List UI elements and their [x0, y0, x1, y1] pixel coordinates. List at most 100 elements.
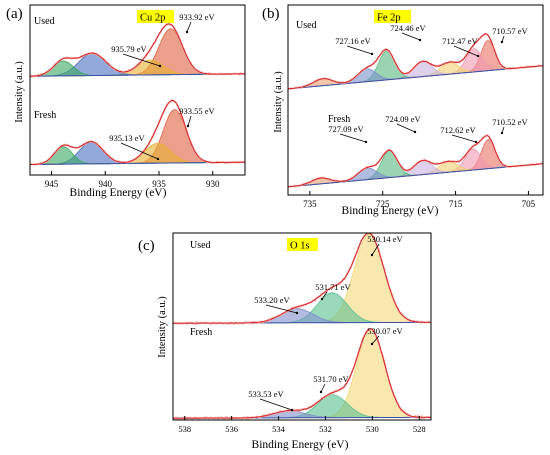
envelope-1 — [288, 135, 543, 188]
peak-fill-1-1 — [30, 143, 245, 165]
peak-fill-0-3 — [30, 61, 245, 77]
peak-fill-1-0 — [173, 329, 431, 419]
envelope-0 — [173, 233, 431, 324]
peak-label-arrow — [259, 398, 293, 411]
peak-fill-1-0 — [288, 139, 543, 187]
peak-label: 933.55 eV — [179, 106, 215, 116]
peak-fill-1-0 — [30, 109, 245, 165]
peak-fill-0-2 — [30, 53, 245, 77]
peak-label: 530.07 eV — [367, 326, 403, 336]
x-axis-title: Binding Energy (eV) — [342, 205, 439, 217]
x-tick-label: 935 — [152, 179, 166, 189]
peak-label: 533.53 eV — [248, 389, 284, 399]
peak-label-arrowhead — [413, 130, 417, 134]
peak-label: 933.92 eV — [179, 12, 215, 22]
baseline-1 — [288, 163, 543, 188]
peak-label-arrowhead — [290, 408, 294, 412]
baseline-0 — [288, 65, 543, 90]
peak-label-arrowhead — [185, 30, 189, 34]
peak-fill-1-3 — [288, 160, 543, 187]
x-tick-label: 945 — [45, 179, 59, 189]
x-axis-title: Binding Energy (eV) — [252, 439, 349, 451]
peak-fill-0-2 — [173, 308, 431, 324]
envelope-0 — [30, 23, 245, 77]
peak-fill-1-1 — [288, 149, 543, 187]
chart-panel-1: (b) Fe 2p Used 710.57 eV 712.47 eV 724.46 eV 7… — [262, 4, 544, 217]
peak-label-arrow — [265, 304, 298, 314]
x-tick-label: 538 — [178, 424, 191, 434]
y-axis-title: Intensity (a.u.) — [157, 296, 168, 358]
peak-label: 727.09 eV — [328, 124, 364, 134]
peak-label-arrow — [371, 335, 380, 345]
peak-label-arrowhead — [418, 38, 422, 42]
peak-label-arrow — [453, 45, 479, 57]
peak-label-arrow — [320, 383, 326, 393]
peak-label-arrow — [346, 45, 373, 55]
peak-label: 531.71 eV — [315, 282, 351, 292]
peak-label: 724.09 eV — [385, 114, 421, 124]
x-tick-label: 725 — [376, 199, 390, 209]
peak-label-arrow — [120, 142, 159, 160]
plot-frame — [287, 4, 544, 196]
peak-label-arrowhead — [500, 131, 504, 135]
x-tick-label: 528 — [413, 424, 426, 434]
x-tick-label: 715 — [449, 199, 463, 209]
peak-label-arrow — [371, 243, 380, 256]
x-tick-label: 536 — [225, 424, 238, 434]
raw-data-1 — [288, 133, 543, 188]
plot-frame — [29, 4, 246, 176]
y-axis-title: Intensity (a.u.) — [273, 71, 284, 133]
element-label: O 1s — [290, 241, 310, 252]
peak-label-arrowhead — [295, 311, 299, 315]
y-axis-title: Intensity (a.u.) — [14, 61, 25, 123]
peak-label-arrow — [122, 53, 161, 67]
peak-label-arrow — [401, 32, 421, 41]
peak-label-arrowhead — [370, 52, 374, 56]
series-label: Fresh — [328, 114, 350, 125]
x-tick-label: 705 — [522, 199, 536, 209]
x-tick-label: 930 — [206, 179, 220, 189]
data-layer — [173, 233, 431, 420]
series-label: Used — [296, 20, 317, 31]
peak-label-arrowhead — [474, 140, 478, 144]
panel-letter: (b) — [262, 6, 280, 22]
peak-label-arrow — [396, 123, 416, 133]
peak-label: 727.16 eV — [335, 36, 371, 46]
series-label: Fresh — [190, 327, 212, 338]
peak-label: 935.79 eV — [111, 44, 147, 54]
element-highlight — [374, 10, 411, 23]
data-layer — [288, 32, 543, 188]
element-label: Cu 2p — [140, 13, 165, 24]
peak-label-arrowhead — [370, 253, 374, 257]
peak-label-arrow — [321, 291, 328, 300]
peak-label-arrowhead — [186, 124, 190, 128]
x-tick-label: 534 — [272, 424, 286, 434]
peak-label-arrowhead — [319, 390, 323, 394]
series-label: Used — [34, 16, 55, 27]
peak-fill-0-0 — [288, 40, 543, 89]
peak-fill-1-2 — [173, 410, 431, 419]
peak-fill-1-3 — [30, 146, 245, 165]
plot-frame — [172, 232, 432, 421]
peak-label: 533.20 eV — [254, 295, 290, 305]
peak-label-arrowhead — [500, 40, 504, 44]
peak-label-arrow — [186, 21, 192, 33]
envelope-1 — [173, 328, 431, 419]
element-highlight — [287, 238, 318, 251]
x-tick-label: 532 — [319, 424, 332, 434]
series-label: Fresh — [34, 110, 56, 121]
peak-label: 935.13 eV — [109, 133, 145, 143]
peak-label: 710.52 eV — [492, 117, 528, 127]
peak-fill-0-1 — [288, 48, 543, 89]
peak-label-arrowhead — [320, 297, 324, 301]
peak-label-arrowhead — [370, 342, 374, 346]
peak-label: 724.46 eV — [390, 23, 426, 33]
peak-label-arrow — [451, 134, 477, 143]
peak-label: 531.70 eV — [313, 374, 349, 384]
data-layer — [30, 22, 245, 167]
element-highlight — [137, 10, 174, 23]
peak-label: 710.57 eV — [492, 26, 528, 36]
x-tick-label: 530 — [366, 424, 379, 434]
series-label: Used — [190, 240, 211, 251]
peak-label: 712.47 eV — [442, 36, 478, 46]
